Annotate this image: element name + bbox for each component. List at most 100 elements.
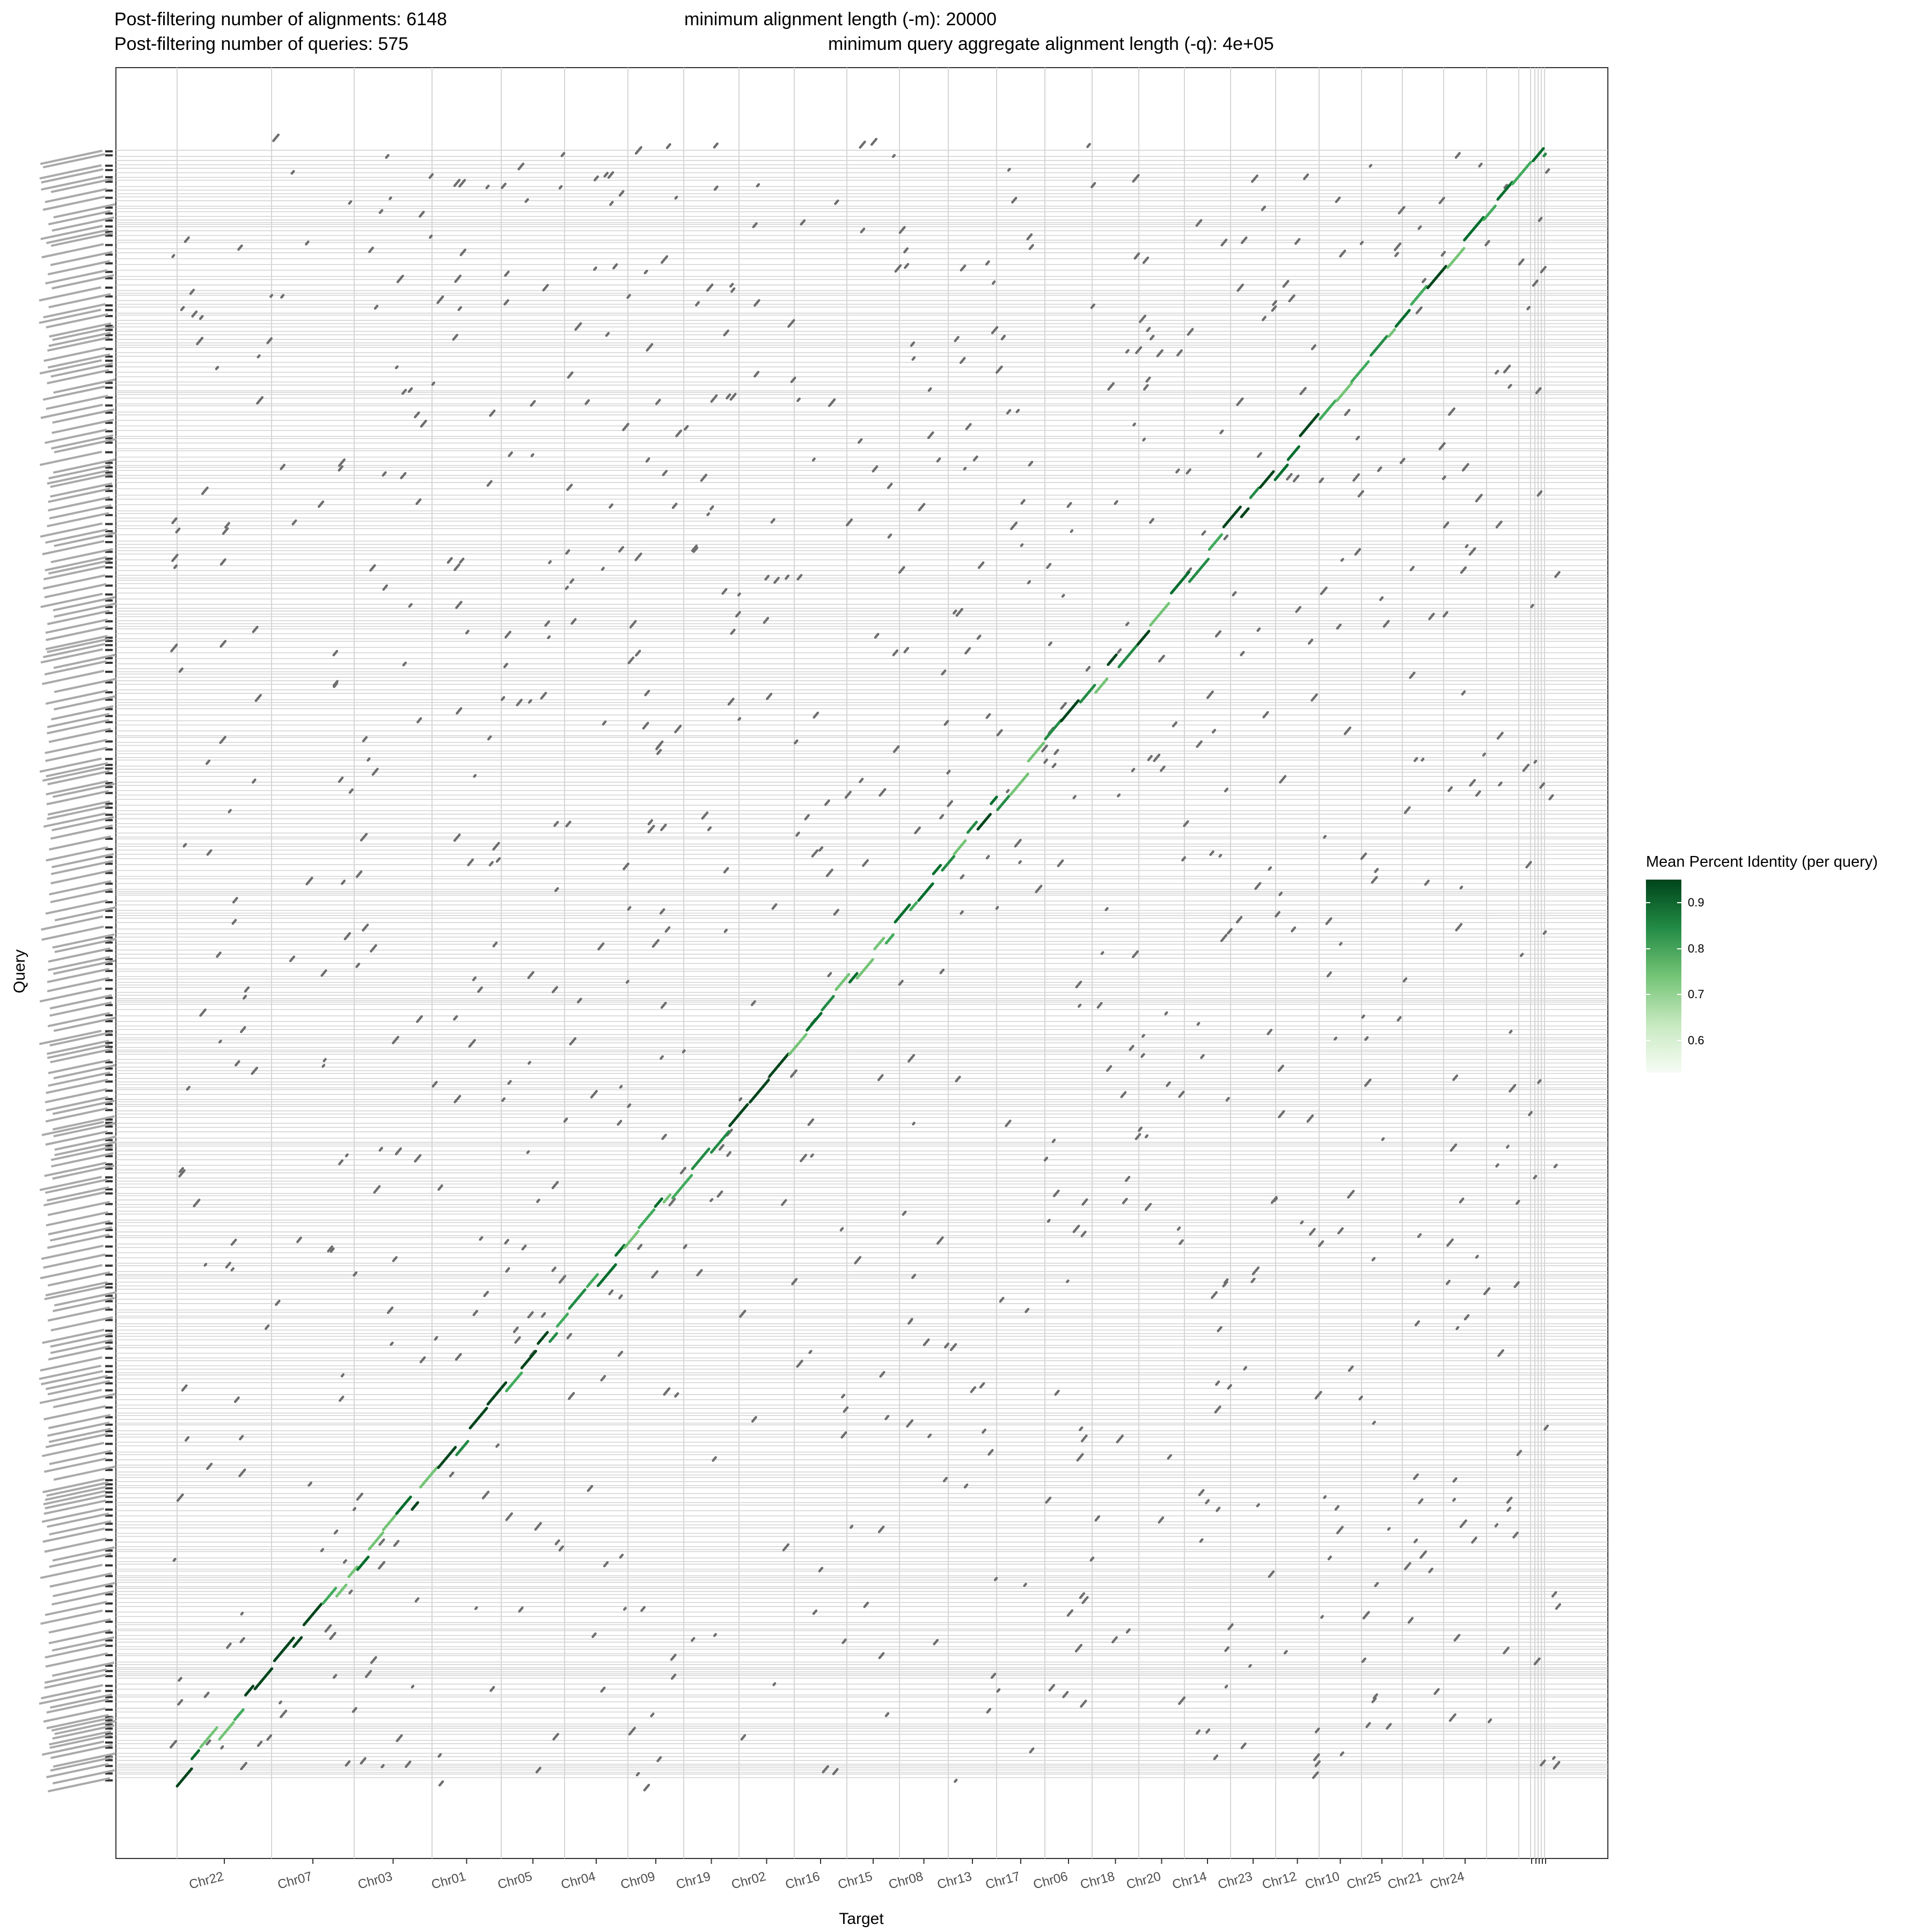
off-target-alignment	[756, 183, 760, 188]
y-tick-label-illegible	[49, 880, 112, 896]
y-tick-label-illegible	[53, 1752, 115, 1768]
y-tick-label-illegible	[48, 464, 111, 480]
off-target-alignment	[999, 1297, 1005, 1303]
y-tick-label-illegible	[45, 1485, 107, 1501]
y-tick-label-illegible	[47, 1777, 111, 1792]
off-target-alignment	[1424, 880, 1430, 886]
off-target-alignment	[524, 198, 529, 203]
off-target-alignment	[584, 399, 590, 405]
off-target-alignment	[656, 1756, 662, 1762]
off-target-alignment	[180, 306, 185, 311]
y-tick-mark	[105, 1772, 113, 1775]
off-target-alignment	[1090, 303, 1095, 309]
off-target-alignment	[1043, 758, 1049, 764]
y-tick-label-illegible	[53, 654, 116, 669]
off-target-alignment	[1262, 711, 1269, 719]
off-target-alignment	[640, 1606, 646, 1612]
off-target-alignment	[256, 396, 264, 405]
off-target-alignment	[338, 1159, 344, 1166]
off-target-alignment	[942, 1476, 948, 1483]
off-target-alignment	[1495, 1163, 1499, 1168]
x-tick-label: Chr18	[1079, 1869, 1116, 1892]
off-target-alignment	[1448, 407, 1455, 416]
alignment-segment	[932, 863, 942, 875]
off-target-alignment	[647, 819, 653, 825]
off-target-alignment	[859, 778, 864, 784]
alignment-segment	[884, 933, 895, 945]
off-target-alignment	[495, 1443, 500, 1448]
off-target-alignment	[1371, 1697, 1377, 1703]
y-tick-label-illegible	[42, 195, 105, 211]
y-tick-mark	[105, 1377, 113, 1379]
off-target-alignment	[726, 1151, 731, 1157]
off-target-alignment	[650, 1713, 655, 1717]
off-target-alignment	[320, 969, 327, 977]
off-target-alignment	[954, 1779, 958, 1783]
off-target-alignment	[1372, 1693, 1378, 1700]
off-target-alignment	[623, 1607, 627, 1611]
off-target-alignment	[521, 1245, 527, 1251]
y-tick-mark	[105, 1180, 113, 1183]
y-tick-label-illegible	[47, 353, 111, 369]
off-target-alignment	[505, 1267, 510, 1273]
off-target-alignment	[993, 1577, 998, 1582]
off-target-alignment	[526, 1150, 530, 1154]
off-target-alignment	[1452, 1477, 1458, 1483]
y-tick-mark	[105, 561, 113, 564]
off-target-alignment	[1507, 384, 1512, 389]
off-target-alignment	[489, 409, 496, 417]
off-target-alignment	[477, 986, 483, 993]
off-target-alignment	[878, 1652, 885, 1659]
y-tick-label-illegible	[45, 1600, 107, 1616]
alignment-segment	[614, 1244, 626, 1257]
y-tick-label-illegible	[42, 766, 105, 782]
y-tick-mark	[105, 606, 113, 609]
y-tick-mark	[105, 698, 113, 701]
off-target-alignment	[378, 209, 384, 214]
off-target-alignment	[670, 1673, 677, 1680]
y-tick-mark	[105, 1602, 113, 1605]
off-target-alignment	[670, 1653, 677, 1661]
off-target-alignment	[488, 861, 494, 867]
alignment-segment	[941, 855, 956, 872]
off-target-alignment	[1100, 951, 1104, 955]
off-target-alignment	[235, 1060, 240, 1067]
off-target-alignment	[619, 1554, 624, 1559]
off-target-alignment	[753, 299, 760, 307]
alignment-segment	[1410, 284, 1428, 306]
off-target-alignment	[536, 1198, 540, 1203]
y-tick-label-illegible	[47, 260, 111, 276]
off-target-alignment	[1272, 300, 1277, 306]
off-target-alignment	[991, 326, 999, 334]
off-target-alignment	[618, 190, 625, 197]
off-target-alignment	[923, 1338, 930, 1346]
off-target-alignment	[907, 1053, 916, 1063]
off-target-alignment	[1402, 977, 1408, 983]
y-tick-label-illegible	[54, 1291, 117, 1307]
off-target-alignment	[362, 923, 369, 932]
off-target-alignment	[1320, 586, 1328, 595]
header-queries: Post-filtering number of queries: 575	[114, 34, 409, 54]
x-tick-label: Chr17	[984, 1869, 1021, 1892]
off-target-alignment	[1196, 740, 1203, 748]
alignment-segment	[1094, 677, 1109, 694]
off-target-alignment	[972, 455, 978, 462]
off-target-alignment	[1141, 1034, 1145, 1038]
off-target-alignment	[1509, 1084, 1517, 1093]
off-target-alignment	[1542, 930, 1547, 935]
off-target-alignment	[1041, 744, 1048, 753]
off-target-alignment	[1081, 1596, 1089, 1604]
off-target-alignment	[1176, 349, 1183, 357]
y-tick-label-illegible	[49, 1226, 113, 1242]
y-tick-mark	[105, 670, 113, 673]
off-target-alignment	[1240, 1742, 1247, 1750]
off-target-alignment	[1240, 236, 1248, 244]
y-tick-mark	[105, 154, 113, 157]
off-target-alignment	[1072, 1224, 1080, 1233]
off-target-alignment	[1114, 500, 1118, 505]
off-target-alignment	[1478, 163, 1483, 168]
x-tick-label: Chr10	[1304, 1869, 1341, 1892]
off-target-alignment	[910, 341, 916, 347]
alignment-segment	[505, 1371, 523, 1393]
y-tick-label-illegible	[53, 378, 116, 394]
